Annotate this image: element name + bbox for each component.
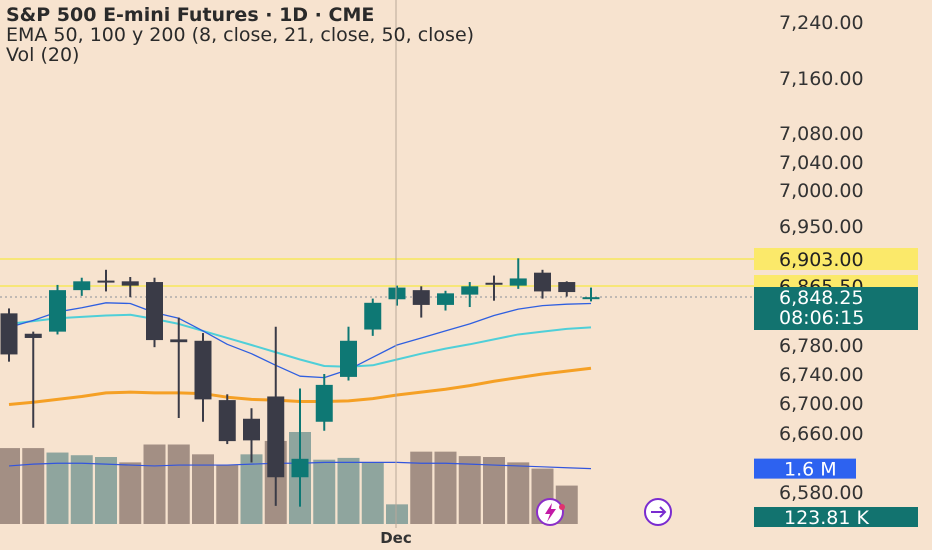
event-icons bbox=[536, 498, 672, 526]
candle-body bbox=[218, 400, 236, 442]
volume-bar bbox=[458, 456, 481, 524]
candle-body bbox=[582, 297, 600, 300]
volume-bar bbox=[192, 454, 214, 524]
price-tick-label: 7,240.00 bbox=[779, 12, 864, 34]
candle-body bbox=[170, 339, 188, 343]
volume-bar bbox=[410, 451, 433, 524]
volume-bar bbox=[483, 457, 505, 524]
volume-bar bbox=[70, 455, 93, 524]
candle-body bbox=[194, 340, 212, 400]
candle-body bbox=[461, 286, 479, 295]
candle-body bbox=[558, 282, 576, 293]
lightning-icon bbox=[545, 503, 556, 522]
price-tick-label: 6,780.00 bbox=[779, 335, 864, 357]
candle-body bbox=[437, 293, 454, 305]
volume-bar bbox=[216, 465, 239, 524]
volume-bar bbox=[143, 444, 166, 524]
price-tick-label: 6,950.00 bbox=[779, 216, 864, 238]
candle-body bbox=[364, 302, 382, 330]
notification-dot-icon bbox=[559, 504, 565, 510]
volume-bar bbox=[434, 451, 457, 524]
price-tick-label: 7,000.00 bbox=[779, 180, 864, 202]
candle-body bbox=[24, 333, 42, 338]
candle-body bbox=[534, 272, 551, 292]
candle-body bbox=[291, 458, 309, 478]
candle-body bbox=[73, 281, 91, 291]
horizontal-levels bbox=[0, 258, 760, 298]
arrow-right-icon bbox=[651, 506, 667, 518]
candle-body bbox=[485, 282, 503, 285]
volume-bar bbox=[361, 462, 384, 524]
ema-legend: EMA 50, 100 y 200 (8, close, 21, close, … bbox=[6, 24, 475, 46]
volume-legend: Vol (20) bbox=[6, 44, 80, 66]
volume-bar bbox=[167, 444, 190, 524]
candle-body bbox=[267, 396, 285, 478]
ema-mid-line bbox=[8, 313, 592, 368]
price-tick-label: 6,580.00 bbox=[779, 482, 864, 504]
price-tick-label: 7,080.00 bbox=[779, 123, 864, 145]
level-badge-label: 6,903.00 bbox=[779, 249, 864, 271]
price-axis: 7,240.00 7,160.00 7,080.00 7,040.00 7,000.00… bbox=[380, 12, 918, 547]
volume-bar bbox=[386, 504, 408, 524]
candle-body bbox=[315, 384, 333, 422]
level-badge bbox=[754, 248, 918, 270]
volume-bar bbox=[22, 448, 45, 524]
x-tick-label: Dec bbox=[380, 529, 412, 547]
price-tick-label: 7,040.00 bbox=[779, 152, 864, 174]
volume-bar bbox=[119, 462, 142, 524]
countdown-label: 08:06:15 bbox=[779, 307, 864, 329]
volume-bar bbox=[313, 459, 336, 524]
last-price-label: 6,848.25 bbox=[779, 287, 864, 309]
candle-body bbox=[388, 287, 406, 300]
price-tick-label: 6,660.00 bbox=[779, 423, 864, 445]
candle-body bbox=[146, 282, 163, 341]
volume-bar bbox=[46, 452, 69, 524]
volume-ma-badge bbox=[754, 458, 856, 479]
candle-body bbox=[412, 290, 430, 305]
volume-ma-label: 1.6 M bbox=[784, 459, 837, 481]
candle-body bbox=[49, 290, 66, 332]
volume-bar bbox=[507, 462, 530, 524]
volume-label: 123.81 K bbox=[784, 507, 870, 529]
volume-bars bbox=[0, 432, 592, 524]
ema-fast-line bbox=[8, 302, 592, 379]
candle-body bbox=[243, 418, 260, 441]
candle-body bbox=[0, 313, 18, 355]
price-tick-label: 6,740.00 bbox=[779, 364, 864, 386]
candles bbox=[0, 258, 600, 507]
chart-title: S&P 500 E-mini Futures · 1D · CME bbox=[6, 4, 375, 26]
candle-body bbox=[97, 280, 115, 283]
volume-bar bbox=[0, 448, 20, 524]
volume-bar bbox=[337, 457, 360, 524]
price-tick-label: 6,700.00 bbox=[779, 393, 864, 415]
volume-bar bbox=[240, 454, 263, 524]
last-price-badge bbox=[754, 287, 918, 330]
candle-body bbox=[340, 340, 357, 377]
volume-bar bbox=[95, 457, 117, 524]
price-tick-label: 7,160.00 bbox=[779, 68, 864, 90]
volume-badge bbox=[754, 507, 918, 527]
candle-body bbox=[509, 278, 527, 286]
candle-body bbox=[121, 281, 139, 286]
